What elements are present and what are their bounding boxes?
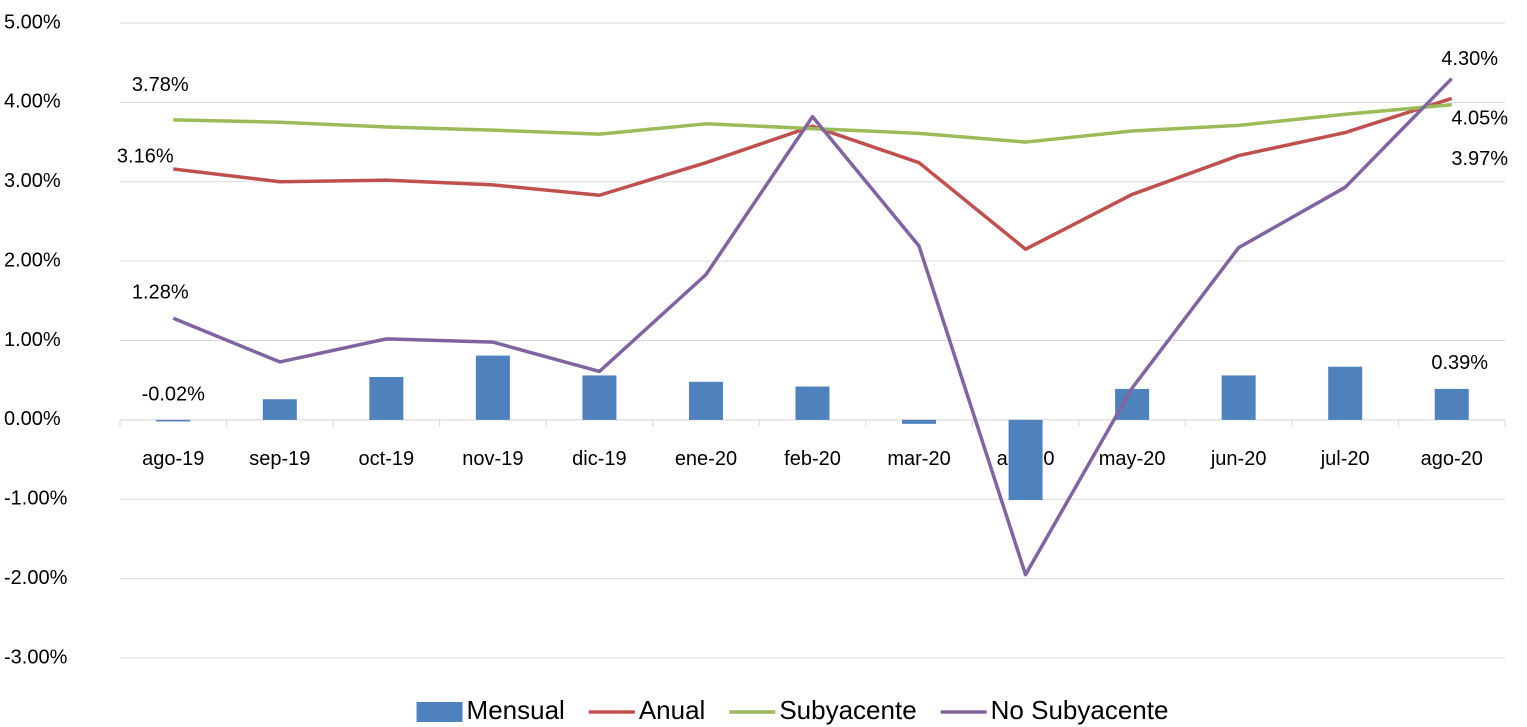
data-label: 3.78%	[132, 74, 189, 96]
line	[172, 77, 1453, 577]
x-tick-label: oct-19	[359, 448, 415, 470]
x-tick-label: feb-20	[784, 448, 841, 470]
data-label: 1.28%	[132, 282, 189, 304]
bar	[1328, 366, 1363, 420]
bar	[1008, 419, 1043, 501]
legend-label: Mensual	[467, 695, 565, 725]
bar	[262, 399, 297, 420]
y-tick-label: 5.00%	[4, 11, 61, 33]
bar	[369, 377, 404, 420]
data-label: 0.39%	[1431, 352, 1488, 374]
data-label: 3.97%	[1451, 148, 1508, 170]
bar	[902, 419, 937, 424]
line	[173, 96, 1453, 251]
bar	[156, 419, 191, 422]
x-tick-label: jun-20	[1210, 448, 1267, 470]
y-tick-label: -2.00%	[4, 567, 68, 589]
legend-swatch	[416, 702, 463, 722]
bar	[582, 375, 617, 420]
data-label: 4.30%	[1441, 48, 1498, 70]
x-tick-label: ago-20	[1421, 448, 1483, 470]
y-tick-label: -1.00%	[4, 488, 68, 510]
x-tick-label: ene-20	[675, 448, 737, 470]
y-tick-label: 4.00%	[4, 91, 61, 113]
x-tick-label: mar-20	[887, 448, 950, 470]
y-tick-label: 0.00%	[4, 408, 61, 430]
x-tick-label: dic-19	[572, 448, 626, 470]
y-tick-label: 3.00%	[4, 170, 61, 192]
bar	[1115, 388, 1150, 420]
y-tick-label: 2.00%	[4, 249, 61, 271]
x-tick-label: ago-19	[142, 448, 204, 470]
y-tick-label: -3.00%	[4, 646, 68, 668]
legend-label: No Subyacente	[991, 695, 1169, 725]
bar	[688, 381, 723, 420]
data-label: 3.16%	[117, 145, 174, 167]
x-tick-label: jul-20	[1320, 448, 1370, 470]
data-label: -0.02%	[142, 384, 206, 406]
legend: Mensual Anual Subyacente No Subyacente	[416, 695, 1169, 725]
data-label: 4.05%	[1451, 108, 1508, 130]
legend-label: Subyacente	[779, 695, 916, 725]
x-tick-label: sep-19	[249, 448, 310, 470]
bar	[795, 386, 830, 420]
legend-label: Anual	[639, 695, 706, 725]
line	[173, 103, 1452, 144]
bar	[1434, 388, 1469, 420]
bar	[475, 355, 510, 420]
x-tick-label: nov-19	[462, 448, 523, 470]
x-tick-label: may-20	[1099, 448, 1166, 470]
y-tick-label: 1.00%	[4, 329, 61, 351]
bar	[1221, 375, 1256, 420]
